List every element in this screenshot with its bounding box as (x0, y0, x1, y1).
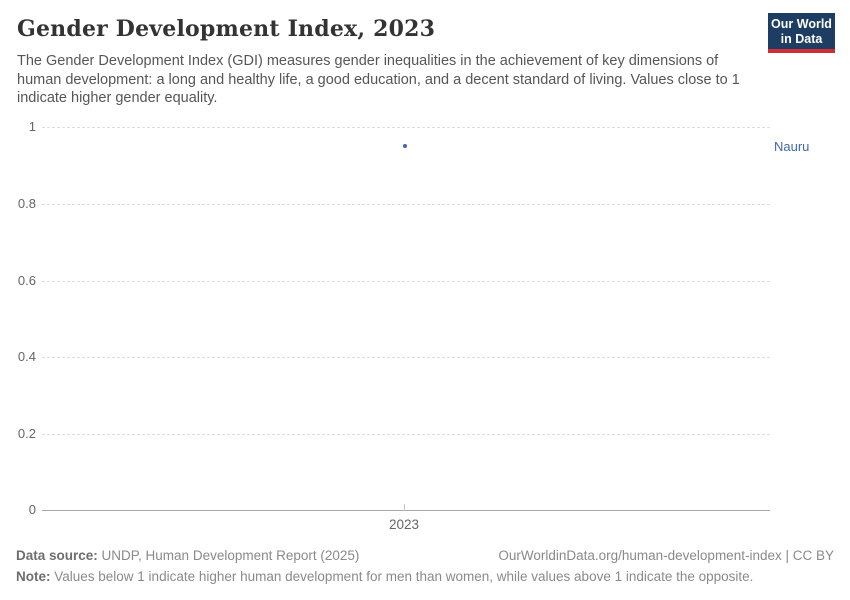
gridline-0.2 (42, 434, 770, 435)
ytick-label-0.4: 0.4 (17, 349, 36, 364)
footer-datasource: Data source: UNDP, Human Development Rep… (16, 548, 359, 563)
footer-datasource-label: Data source: (16, 548, 98, 563)
ytick-label-0: 0 (28, 502, 36, 517)
chart-subtitle: The Gender Development Index (GDI) measu… (17, 53, 740, 106)
entity-label-nauru[interactable]: Nauru (774, 138, 810, 154)
owid-logo[interactable]: Our World in Data (768, 13, 835, 53)
ytick-label-0.2: 0.2 (17, 426, 36, 441)
gridline-1.0 (42, 127, 770, 128)
ytick-label-0.6: 0.6 (17, 273, 36, 288)
page-title: Gender Development Index, 2023 (17, 16, 436, 42)
footer-row-sources: Data source: UNDP, Human Development Rep… (16, 548, 834, 563)
xtick-mark-2023 (404, 504, 405, 511)
xtick-label-2023: 2023 (388, 517, 420, 532)
owid-logo-line1: Our World (771, 17, 832, 31)
footer-row-note: Note: Values below 1 indicate higher hum… (16, 569, 834, 584)
footer-url-link[interactable]: OurWorldinData.org/human-development-ind… (498, 548, 834, 563)
ytick-label-0.8: 0.8 (17, 196, 36, 211)
gridline-0.4 (42, 357, 770, 358)
x-axis-line (42, 510, 770, 511)
footer-note-label: Note: (16, 569, 51, 584)
gridline-0.6 (42, 281, 770, 282)
footer-datasource-value: UNDP, Human Development Report (2025) (97, 548, 360, 563)
gridline-0.8 (42, 204, 770, 205)
footer-note-value: Values below 1 indicate higher human dev… (50, 569, 754, 584)
owid-logo-line2: in Data (780, 31, 823, 46)
ytick-label-1.0: 1 (28, 119, 36, 134)
data-point-nauru[interactable] (402, 143, 407, 148)
